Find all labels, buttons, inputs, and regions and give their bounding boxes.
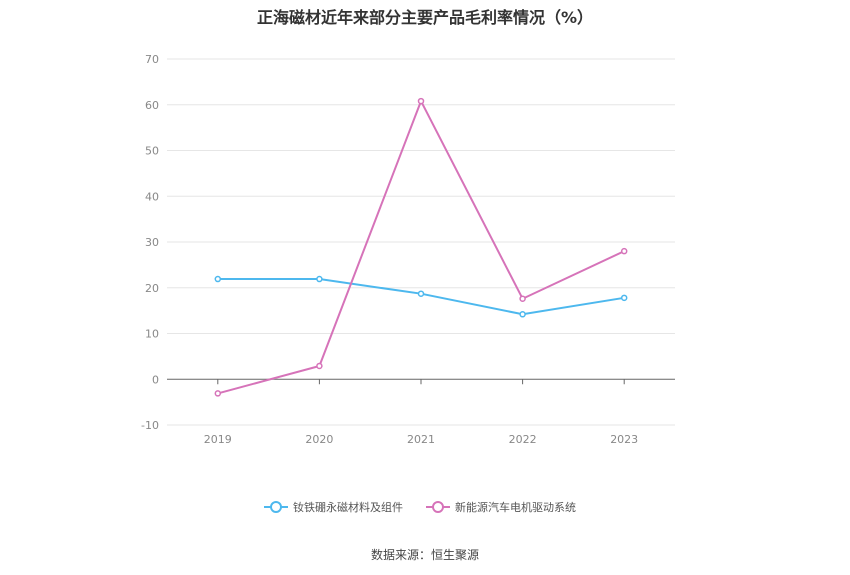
data-point <box>417 290 425 297</box>
data-point <box>519 311 526 318</box>
series-line <box>217 98 625 395</box>
y-tick-label: 10 <box>145 328 159 341</box>
y-tick-label: 0 <box>152 373 159 386</box>
legend-label: 钕铁硼永磁材料及组件 <box>293 500 403 514</box>
data-point <box>519 295 526 302</box>
data-point <box>214 275 222 283</box>
y-tick-label: 50 <box>145 145 159 158</box>
x-tick-label: 2022 <box>509 433 537 446</box>
y-tick-label: 20 <box>145 282 159 295</box>
y-tick-label: 30 <box>145 236 159 249</box>
x-tick-label: 2019 <box>204 433 232 446</box>
legend-item[interactable]: 新能源汽车电机驱动系统 <box>426 500 576 514</box>
y-tick-label: 70 <box>145 53 159 66</box>
data-point <box>316 275 323 283</box>
x-axis: 2019 2020 2021 2022 2023 <box>167 378 675 446</box>
x-tick-label: 2020 <box>305 433 333 446</box>
data-point <box>417 97 425 105</box>
x-tick-label: 2023 <box>610 433 638 446</box>
data-point <box>214 390 222 397</box>
y-tick-label: -10 <box>141 419 159 432</box>
x-tick-label: 2021 <box>407 433 435 446</box>
legend-marker <box>432 501 444 513</box>
data-source: 数据来源：恒生聚源 <box>370 548 479 562</box>
series-lines <box>214 97 628 397</box>
y-axis-ticks: -10 0 10 20 30 40 50 60 70 <box>141 53 159 432</box>
legend: 钕铁硼永磁材料及组件 新能源汽车电机驱动系统 <box>264 500 576 514</box>
data-point <box>620 247 628 255</box>
chart-title: 正海磁材近年来部分主要产品毛利率情况（%） <box>256 8 594 27</box>
y-tick-label: 60 <box>145 99 159 112</box>
data-point <box>620 294 628 302</box>
data-point <box>316 362 323 370</box>
grid-lines <box>167 58 675 426</box>
legend-marker <box>270 501 282 513</box>
y-tick-label: 40 <box>145 190 159 203</box>
legend-item[interactable]: 钕铁硼永磁材料及组件 <box>264 500 403 514</box>
legend-label: 新能源汽车电机驱动系统 <box>455 500 576 514</box>
